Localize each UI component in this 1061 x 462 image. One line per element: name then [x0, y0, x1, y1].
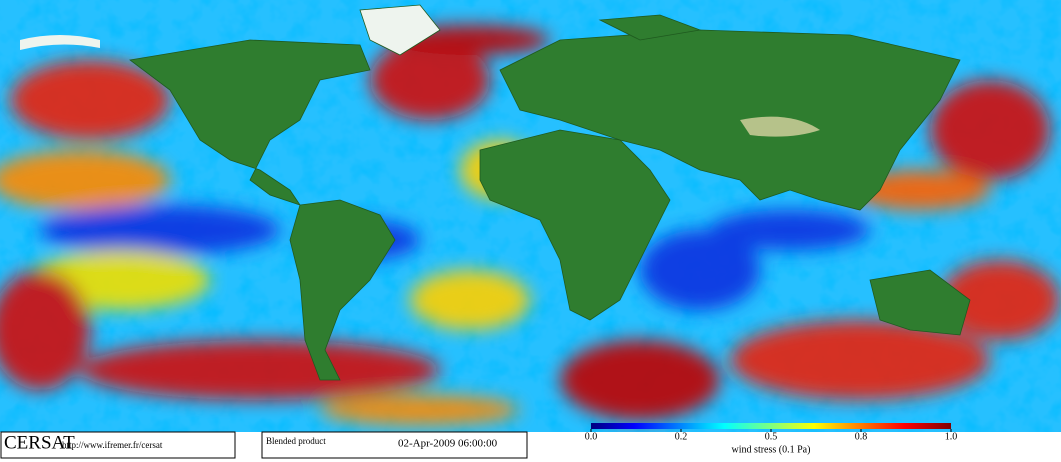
land	[129, 4, 971, 381]
url: http://www.ifremer.fr/cersat	[62, 440, 163, 450]
colorbar-title: wind stress (0.1 Pa)	[732, 444, 811, 455]
colorbar	[591, 423, 951, 429]
product-box	[261, 431, 528, 459]
product: Blended product	[266, 436, 326, 446]
colorbar-tick-label: 0.0	[585, 431, 598, 442]
wind-map	[0, 0, 1061, 432]
logo: CERSAT	[4, 432, 75, 453]
date: 02-Apr-2009 06:00:00	[398, 438, 498, 450]
colorbar-tick-label: 0.8	[855, 431, 868, 442]
logo-box	[0, 431, 236, 459]
colorbar-tick-label: 1.0	[945, 431, 958, 442]
colorbar-tick-label: 0.5	[765, 431, 778, 442]
footer: CERSAT http://www.ifremer.fr/cersat Blen…	[0, 423, 1061, 462]
colorbar-tick-label: 0.2	[675, 431, 688, 442]
